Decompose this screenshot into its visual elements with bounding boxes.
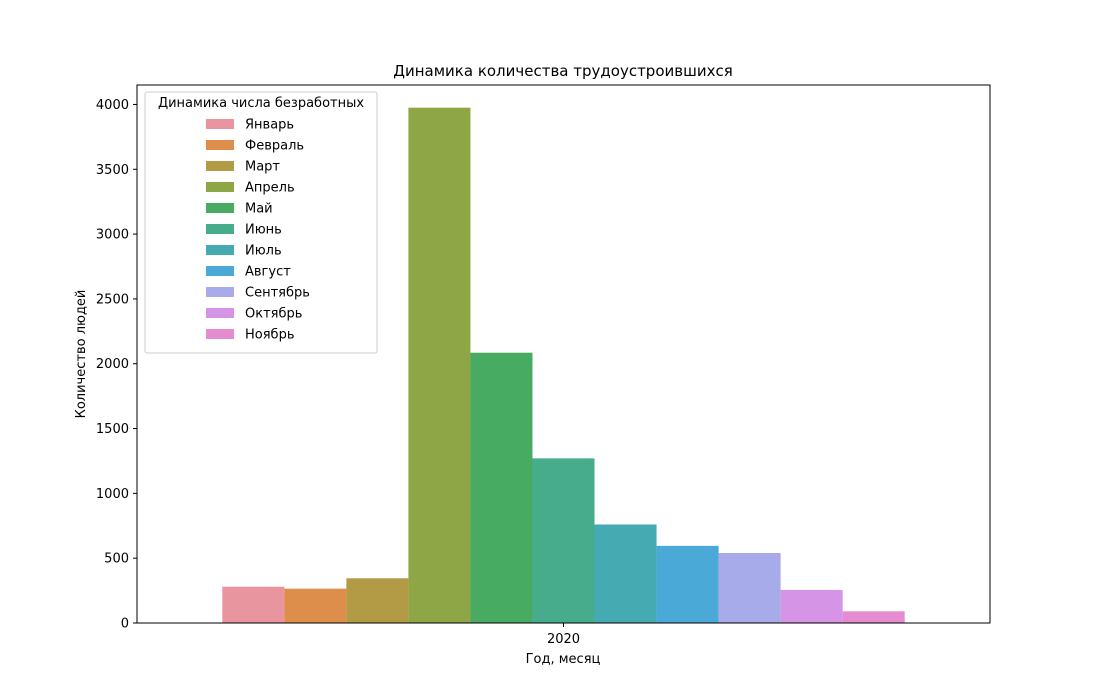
legend-swatch [206, 161, 234, 171]
legend-swatch [206, 140, 234, 150]
bar-7 [594, 524, 657, 623]
bar-9 [718, 552, 781, 623]
y-tick-label: 2000 [96, 357, 129, 372]
y-tick-label: 2500 [96, 292, 129, 307]
y-tick-label: 500 [104, 552, 129, 567]
x-tick-label: 2020 [547, 632, 580, 647]
bar-2 [284, 588, 347, 623]
y-axis-label: Количество людей [74, 290, 89, 419]
legend-swatch [206, 266, 234, 276]
legend-label: Апрель [245, 181, 295, 196]
legend-swatch [206, 308, 234, 318]
legend-label: Май [245, 202, 273, 217]
bar-6 [532, 458, 595, 623]
x-axis-label: Год, месяц [526, 652, 601, 667]
x-axis: 2020 [547, 623, 580, 647]
bar-4 [408, 107, 471, 623]
legend-swatch [206, 203, 234, 213]
y-tick-label: 1500 [96, 422, 129, 437]
legend-label: Июнь [245, 223, 282, 238]
legend-label: Октябрь [245, 307, 302, 322]
legend-title: Динамика числа безработных [158, 96, 364, 111]
legend-label: Ноябрь [245, 328, 294, 343]
y-tick-label: 3000 [96, 228, 129, 243]
bars-group [222, 107, 905, 623]
legend-swatch [206, 329, 234, 339]
legend-label: Март [245, 160, 280, 175]
bar-8 [656, 545, 719, 623]
legend-label: Сентябрь [245, 286, 310, 301]
bar-3 [346, 578, 409, 623]
chart-title: Динамика количества трудоустроившихся [393, 62, 732, 80]
bar-1 [222, 586, 285, 623]
legend-swatch [206, 245, 234, 255]
y-tick-label: 4000 [96, 98, 129, 113]
legend-label: Август [245, 265, 291, 280]
bar-5 [470, 352, 533, 623]
y-tick-label: 3500 [96, 163, 129, 178]
legend-swatch [206, 119, 234, 129]
legend-label: Январь [245, 118, 294, 133]
legend-label: Июль [245, 244, 282, 259]
legend-swatch [206, 224, 234, 234]
legend: Динамика числа безработных Январь Февраль М… [144, 91, 378, 354]
legend-swatch [206, 287, 234, 297]
y-tick-label: 0 [121, 617, 129, 632]
bar-11 [842, 611, 905, 623]
legend-box [144, 91, 378, 354]
y-tick-label: 1000 [96, 487, 129, 502]
legend-label: Февраль [245, 139, 304, 154]
legend-swatch [206, 182, 234, 192]
bar-10 [780, 589, 843, 623]
y-axis: 0 500 1000 1500 2000 2500 3000 3500 4000 [96, 98, 137, 632]
